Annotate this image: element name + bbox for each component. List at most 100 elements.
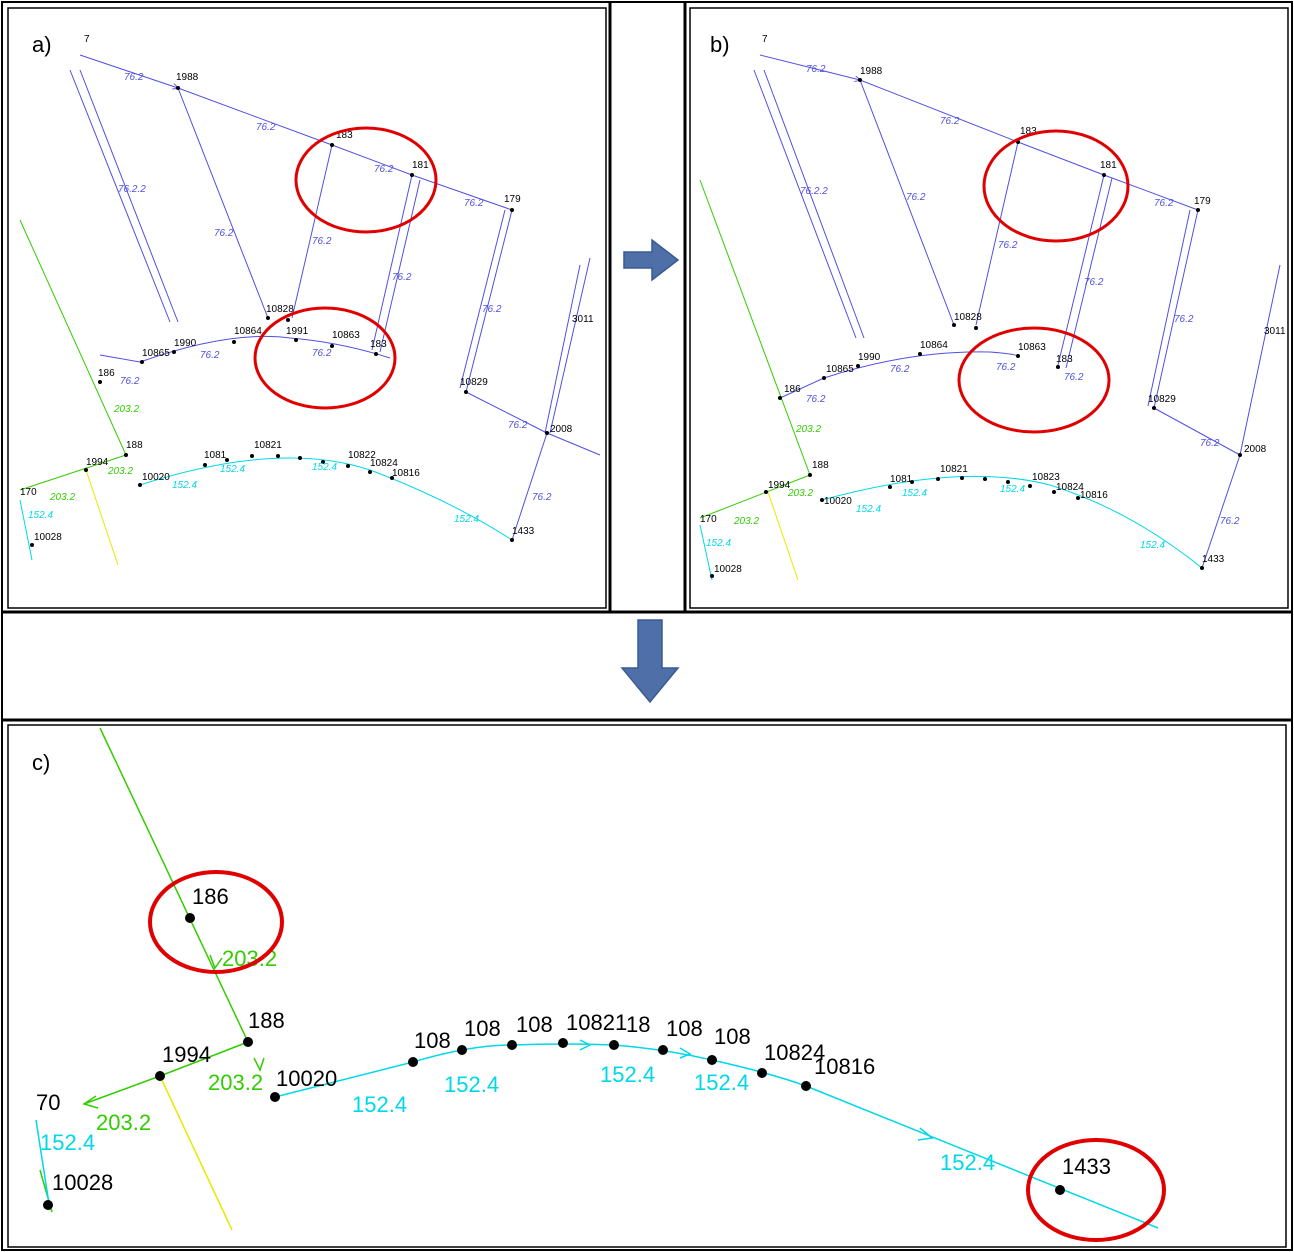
svg-text:2008: 2008 (550, 424, 573, 435)
panel-c-label: c) (32, 750, 50, 775)
svg-text:7: 7 (84, 34, 90, 45)
node-arc2-label: 108 (464, 1016, 501, 1041)
svg-text:203.2: 203.2 (787, 488, 813, 499)
svg-text:10865: 10865 (826, 364, 854, 375)
yellow-pipe (159, 1075, 233, 1231)
node-arc3-label: 108 (516, 1012, 553, 1037)
svg-text:152.4: 152.4 (1000, 484, 1025, 495)
svg-text:183: 183 (370, 339, 387, 350)
svg-text:76.2: 76.2 (312, 236, 332, 247)
pipe-label-cyan-4: 152.4 (600, 1062, 655, 1087)
node-arc1-label: 108 (414, 1028, 451, 1053)
svg-text:10864: 10864 (234, 326, 262, 337)
svg-text:183: 183 (1056, 354, 1073, 365)
node-10824-label: 10824 (764, 1040, 825, 1065)
pipe-label-cyan-6: 152.4 (940, 1150, 995, 1175)
svg-text:76.2: 76.2 (890, 364, 910, 375)
svg-text:76.2: 76.2 (482, 304, 502, 315)
svg-text:76.2: 76.2 (508, 420, 528, 431)
node-10020-label: 10020 (276, 1066, 337, 1091)
svg-text:76.2: 76.2 (1220, 516, 1240, 527)
svg-text:76.2: 76.2 (1154, 198, 1174, 209)
highlight-circles-c (148, 870, 1166, 1242)
svg-text:10020: 10020 (824, 496, 852, 507)
svg-text:10028: 10028 (34, 532, 62, 543)
svg-text:76.2: 76.2 (1084, 277, 1104, 288)
svg-text:10020: 10020 (142, 472, 170, 483)
svg-text:1081: 1081 (204, 450, 227, 461)
node-arc7-label: 108 (714, 1024, 751, 1049)
svg-text:76.2: 76.2 (906, 192, 926, 203)
svg-text:2008: 2008 (1244, 444, 1267, 455)
svg-text:10863: 10863 (1018, 342, 1046, 353)
svg-text:76.2: 76.2 (806, 64, 826, 75)
node-arc5-label: 18 (626, 1012, 650, 1037)
svg-text:203.2: 203.2 (49, 492, 75, 503)
panel-b-network: 7 1988 183 181 179 10828 1990 10864 10863 183 1… (699, 34, 1286, 581)
svg-text:10828: 10828 (954, 312, 982, 323)
node-arc4-label: 10821 (566, 1010, 627, 1035)
svg-text:152.4: 152.4 (172, 480, 197, 491)
svg-text:152.4: 152.4 (454, 514, 479, 525)
svg-text:76.2: 76.2 (806, 394, 826, 405)
pipe-label-cyan-3: 152.4 (444, 1072, 499, 1097)
svg-text:188: 188 (126, 440, 143, 451)
svg-text:1991: 1991 (286, 326, 309, 337)
svg-text:170: 170 (700, 514, 717, 525)
svg-text:76.2: 76.2 (1174, 314, 1194, 325)
svg-text:10821: 10821 (254, 440, 282, 451)
svg-text:152.4: 152.4 (28, 510, 53, 521)
node-1994-label: 1994 (162, 1042, 211, 1067)
pipe-label-green-2: 203.2 (208, 1070, 263, 1095)
svg-text:181: 181 (412, 160, 429, 171)
pipe-label-cyan-2: 152.4 (352, 1092, 407, 1117)
svg-text:181: 181 (1100, 160, 1117, 171)
svg-text:76.2: 76.2 (374, 164, 394, 175)
svg-text:1081: 1081 (890, 474, 913, 485)
svg-text:10822: 10822 (348, 450, 376, 461)
svg-text:183: 183 (336, 130, 353, 141)
svg-text:76.2: 76.2 (996, 362, 1016, 373)
svg-text:76.2: 76.2 (124, 72, 144, 83)
svg-text:152.4: 152.4 (312, 462, 337, 473)
node-10028-label: 10028 (52, 1170, 113, 1195)
pipe-label-cyan-5: 152.4 (694, 1070, 749, 1095)
svg-text:76.2.2: 76.2.2 (800, 186, 828, 197)
svg-text:170: 170 (20, 487, 37, 498)
node-10816-label: 10816 (814, 1054, 875, 1079)
svg-text:10821: 10821 (940, 464, 968, 475)
panel-b-label: b) (710, 32, 730, 57)
svg-text:203.2: 203.2 (113, 404, 139, 415)
svg-text:10863: 10863 (332, 330, 360, 341)
svg-text:1990: 1990 (174, 338, 197, 349)
svg-text:10864: 10864 (920, 340, 948, 351)
pipe-label-green-3: 203.2 (96, 1110, 151, 1135)
svg-text:186: 186 (784, 384, 801, 395)
svg-text:10824: 10824 (1056, 482, 1084, 493)
svg-text:203.2: 203.2 (733, 516, 759, 527)
panel-c-nodes (43, 913, 1065, 1210)
svg-text:10816: 10816 (1080, 490, 1108, 501)
svg-text:152.4: 152.4 (856, 504, 881, 515)
node-arc6-label: 108 (666, 1016, 703, 1041)
svg-text:76.2.2: 76.2.2 (118, 184, 146, 195)
panel-a-network: 7 1988 183 181 179 10828 1990 10864 1991 10863… (19, 34, 601, 566)
svg-text:76.2: 76.2 (214, 228, 234, 239)
svg-text:188: 188 (812, 460, 829, 471)
node-188-label: 188 (248, 1008, 285, 1033)
svg-text:1990: 1990 (858, 352, 881, 363)
svg-text:1988: 1988 (176, 72, 199, 83)
svg-text:179: 179 (504, 194, 521, 205)
svg-text:152.4: 152.4 (1140, 540, 1165, 551)
right-arrow-icon (623, 238, 680, 282)
svg-text:1994: 1994 (86, 457, 109, 468)
node-170-label: 70 (36, 1090, 60, 1115)
highlight-circles (253, 126, 438, 410)
pipe-label-cyan-1: 152.4 (40, 1130, 95, 1155)
svg-text:152.4: 152.4 (706, 538, 731, 549)
svg-text:179: 179 (1194, 196, 1211, 207)
down-arrow-icon (620, 619, 680, 704)
svg-text:152.4: 152.4 (902, 488, 927, 499)
